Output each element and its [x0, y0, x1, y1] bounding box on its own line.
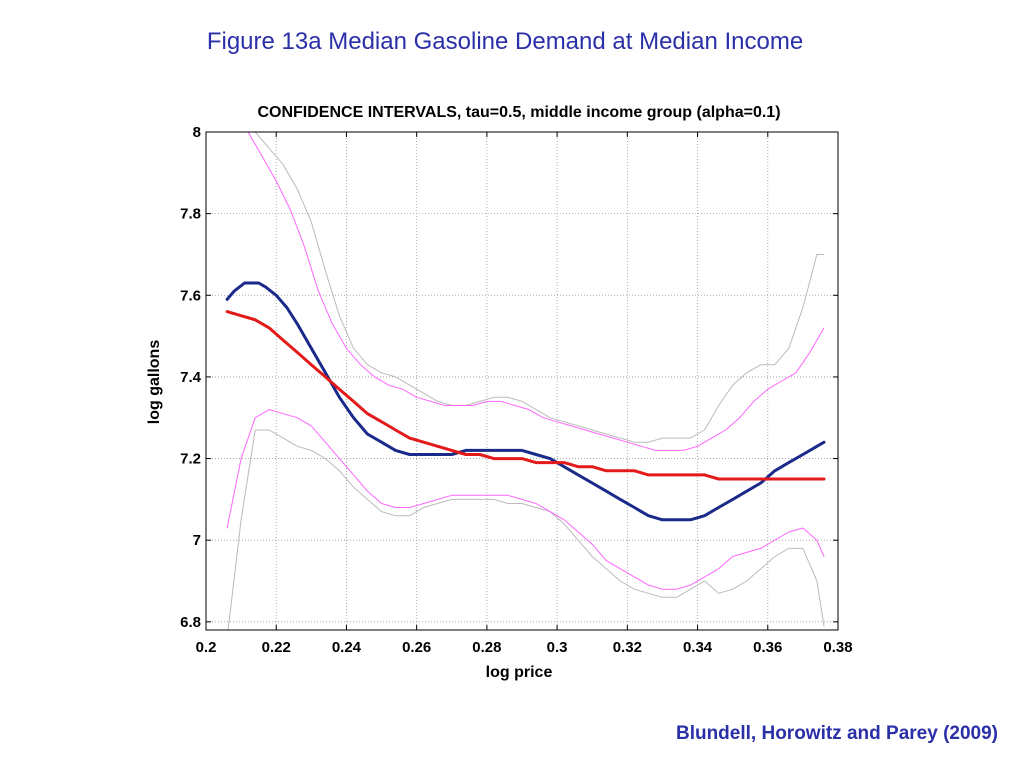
y-tick-label: 7.4 [180, 369, 202, 386]
y-axis-label: log gallons [146, 340, 163, 425]
x-axis-label: log price [486, 664, 553, 681]
x-tick-label: 0.3 [547, 639, 568, 656]
citation: Blundell, Horowitz and Parey (2009) [675, 723, 998, 744]
series-line-3 [247, 132, 825, 451]
grid [206, 132, 838, 630]
series-line-2 [226, 409, 825, 590]
x-tick-label: 0.34 [683, 639, 713, 656]
x-tick-label: 0.36 [753, 639, 782, 656]
y-tick-label: 7 [193, 532, 201, 549]
y-tick-label: 8 [193, 124, 201, 141]
slide-title: Figure 13a Median Gasoline Demand at Med… [206, 28, 804, 55]
x-tick-label: 0.32 [613, 639, 642, 656]
y-tick-label: 6.8 [180, 614, 201, 631]
series-line-4 [225, 281, 826, 522]
x-tick-label: 0.26 [402, 639, 431, 656]
x-tick-label: 0.24 [332, 639, 362, 656]
series-line-0 [227, 429, 825, 630]
series-group [225, 132, 826, 630]
tick-group: 0.2 0.22 0.24 0.26 0.28 0.3 0.32 0.34 0.36 0.38 6.… [180, 124, 852, 656]
x-tick-label: 0.28 [472, 639, 501, 656]
y-tick-label: 7.8 [180, 206, 201, 223]
x-tick-label: 0.38 [823, 639, 852, 656]
y-tick-label: 7.6 [180, 287, 201, 304]
plot-frame [205, 131, 839, 631]
x-tick-label: 0.22 [262, 639, 291, 656]
x-tick-label: 0.2 [196, 639, 217, 656]
series-line-5 [225, 310, 826, 481]
y-tick-label: 7.2 [180, 451, 201, 468]
chart-title: CONFIDENCE INTERVALS, tau=0.5, middle in… [257, 104, 780, 121]
series-line-1 [254, 132, 825, 443]
